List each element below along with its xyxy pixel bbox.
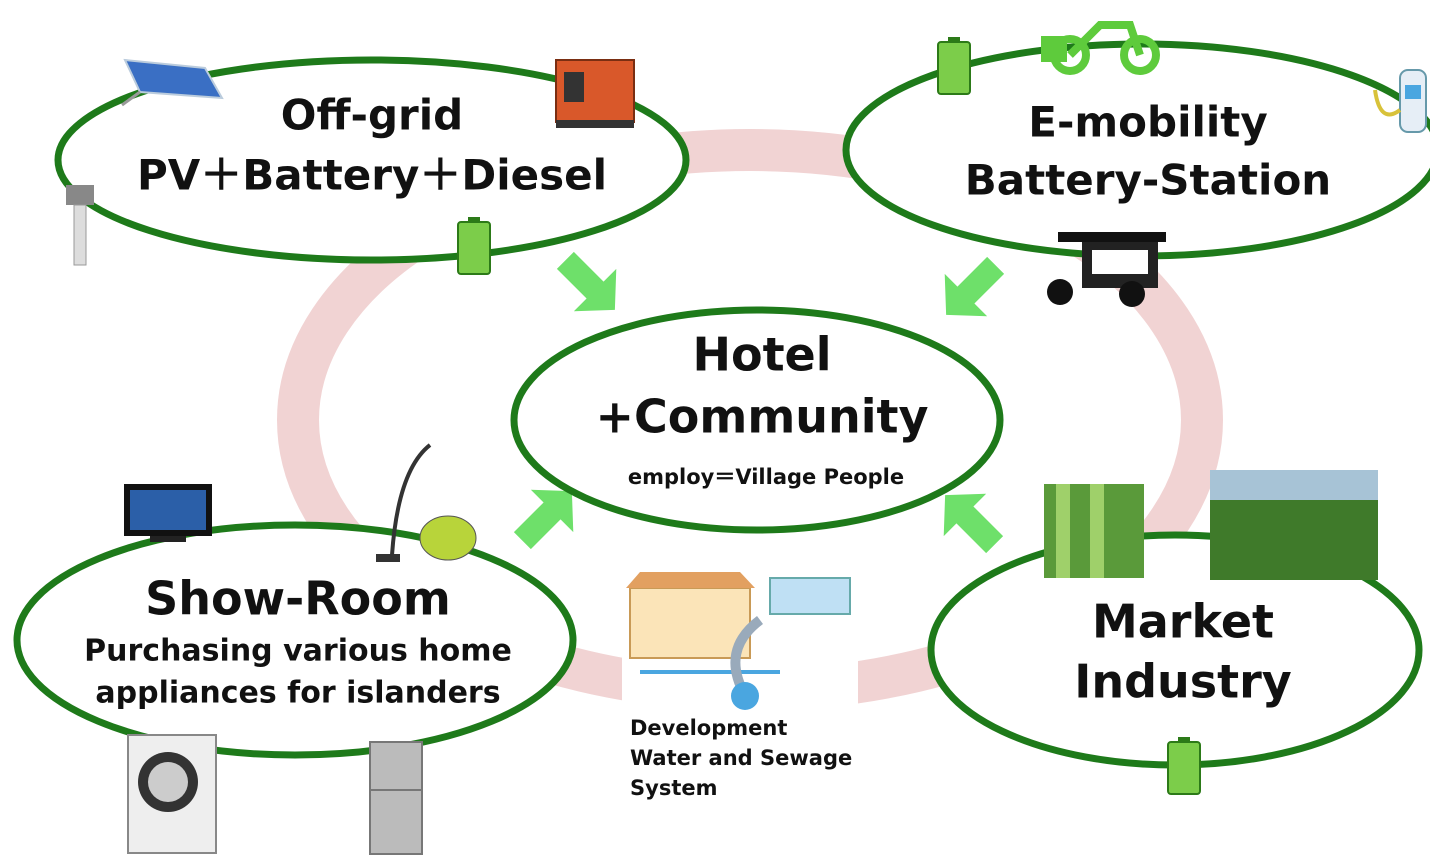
emobility-subtitle: Battery-Station	[965, 156, 1331, 205]
page: Off-grid PV＋Battery＋Diesel E-mobility Ba…	[0, 0, 1430, 858]
offgrid-subtitle: PV＋Battery＋Diesel	[137, 151, 607, 200]
hotel-subtitle: +Community	[595, 390, 928, 444]
emobility-ellipse	[846, 44, 1430, 256]
showroom-title: Show-Room	[145, 572, 451, 626]
hotel-title: Hotel	[692, 328, 831, 382]
arrow	[925, 244, 1017, 336]
offgrid-title: Off-grid	[281, 91, 463, 140]
showroom-line: Purchasing various home	[84, 634, 512, 669]
arrow	[544, 239, 636, 331]
fridge-icon	[370, 742, 422, 854]
farm-photos	[1044, 470, 1378, 580]
water-label: Water and Sewage	[630, 746, 852, 770]
market-subtitle: Industry	[1074, 655, 1292, 709]
washer-icon	[128, 735, 216, 853]
generator-icon	[556, 60, 634, 128]
market-title: Market	[1092, 595, 1274, 649]
showroom-line: appliances for islanders	[95, 676, 500, 711]
tv-icon	[124, 484, 212, 542]
water-label: System	[630, 776, 717, 800]
water-icon	[622, 560, 858, 716]
vacuum-icon	[376, 445, 476, 562]
diagram: Off-grid PV＋Battery＋Diesel E-mobility Ba…	[0, 0, 1430, 858]
hotel-note: employ＝Village People	[628, 465, 904, 489]
emobility-title: E-mobility	[1028, 98, 1267, 147]
water-label: Development	[630, 716, 787, 740]
sensor-icon	[66, 185, 94, 265]
